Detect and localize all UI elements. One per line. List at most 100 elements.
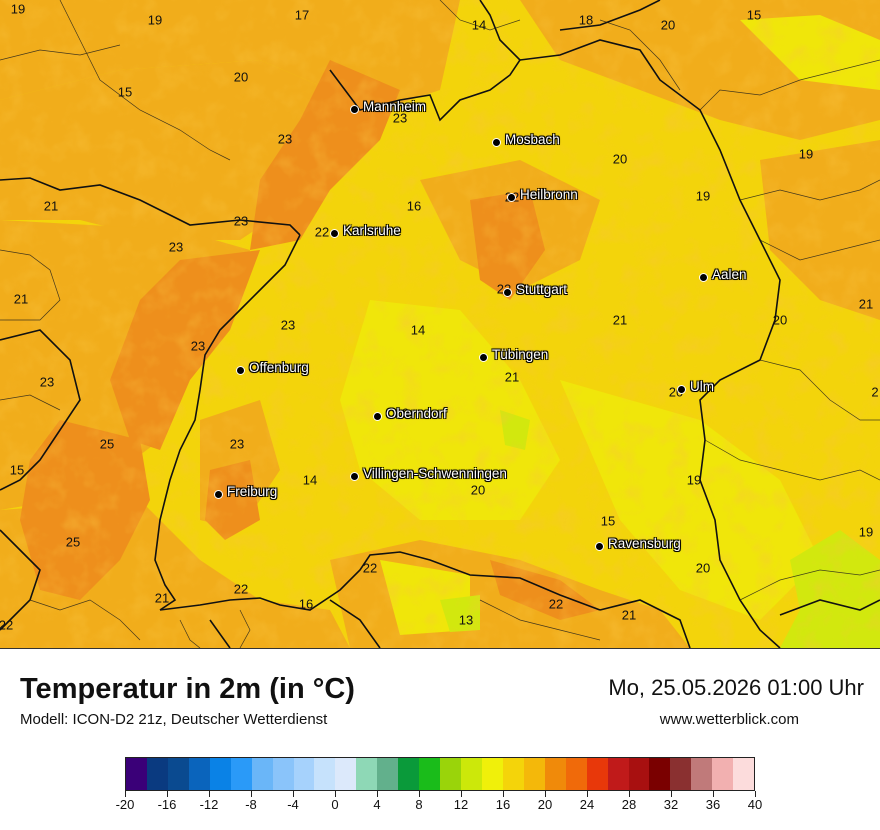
scale-tick-mark [671, 791, 672, 797]
temperature-value: 16 [406, 198, 422, 214]
temperature-value: 20 [660, 17, 676, 33]
color-scale-swatch [544, 758, 566, 790]
texture-overlay [0, 0, 880, 648]
temperature-value: 20 [233, 69, 249, 85]
temperature-value: 17 [294, 7, 310, 23]
city-label: Stuttgart [516, 282, 568, 297]
temperature-value: 20 [772, 312, 788, 328]
temperature-value: 22 [548, 596, 564, 612]
temperature-value: 19 [798, 146, 814, 162]
scale-tick-mark [461, 791, 462, 797]
city-label: Ravensburg [608, 536, 681, 551]
scale-tick-mark [167, 791, 168, 797]
temperature-value: 19 [394, 405, 410, 421]
scale-tick-mark [251, 791, 252, 797]
temperature-value: 20 [695, 560, 711, 576]
scale-tick-label: 28 [621, 797, 637, 812]
scale-tick-label: 36 [705, 797, 721, 812]
color-scale-swatch [356, 758, 378, 790]
temperature-value: 23 [280, 317, 296, 333]
city-label: Freiburg [227, 484, 278, 499]
temperature-value: 25 [99, 436, 115, 452]
color-scale-swatch [419, 758, 441, 790]
scale-tick-mark [377, 791, 378, 797]
scale-tick-label: -12 [199, 797, 219, 812]
forecast-datetime: Mo, 25.05.2026 01:00 Uhr [608, 675, 864, 700]
scale-tick-mark [335, 791, 336, 797]
temperature-value: 21 [612, 312, 628, 328]
temperature-value: 22 [0, 617, 14, 633]
scale-tick-label: 0 [331, 797, 339, 812]
city-dot-icon [214, 490, 223, 499]
temperature-value: 20 [470, 482, 486, 498]
city-dot-icon [330, 229, 339, 238]
city-label: Oberndorf [386, 406, 447, 421]
temperature-value: 19 [858, 524, 874, 540]
temperature-value: 14 [410, 322, 426, 338]
temperature-value: 14 [302, 472, 318, 488]
city-dot-icon [373, 412, 382, 421]
temperature-value: 21 [621, 607, 637, 623]
scale-tick-label: -16 [157, 797, 177, 812]
temperature-value: 23 [392, 110, 408, 126]
color-scale-swatch [167, 758, 189, 790]
scale-tick-label: 24 [579, 797, 595, 812]
city-label: Offenburg [249, 360, 309, 375]
city-label: Aalen [712, 267, 747, 282]
temperature-value: 23 [233, 213, 249, 229]
temperature-value: 22 [314, 224, 330, 240]
scale-tick-label: -4 [287, 797, 299, 812]
color-scale-swatch [209, 758, 231, 790]
website-link[interactable]: www.wetterblick.com [659, 711, 799, 728]
temperature-value: 23 [39, 374, 55, 390]
scale-tick-mark [293, 791, 294, 797]
color-scale-swatch [126, 758, 147, 790]
temperature-value: 25 [65, 534, 81, 550]
scale-tick-mark [503, 791, 504, 797]
temperature-value: 15 [600, 513, 616, 529]
city-dot-icon [699, 273, 708, 282]
color-scale-swatch [628, 758, 650, 790]
color-scale-ticks: -20 -16 -12 -8 -4 0 4 8 12 16 20 24 28 32 36 40 [116, 791, 762, 821]
scale-tick-mark [125, 791, 126, 797]
scale-tick-label: 32 [663, 797, 679, 812]
color-scale-swatch [146, 758, 168, 790]
scale-tick-label: -20 [115, 797, 135, 812]
color-scale-swatch [314, 758, 336, 790]
city-dot-icon [507, 193, 516, 202]
temperature-value: 23 [168, 239, 184, 255]
color-scale-legend [125, 757, 755, 791]
scale-tick-mark [419, 791, 420, 797]
scale-tick-mark [629, 791, 630, 797]
scale-tick-mark [755, 791, 756, 797]
city-dot-icon [677, 385, 686, 394]
scale-tick-label: -8 [245, 797, 257, 812]
color-scale-swatch [649, 758, 671, 790]
city-label: Mosbach [505, 132, 560, 147]
city-label: Heilbronn [520, 187, 578, 202]
city-dot-icon [350, 472, 359, 481]
color-scale-swatch [230, 758, 252, 790]
map-title: Temperatur in 2m (in °C) [20, 673, 355, 705]
temperature-value: 16 [298, 596, 314, 612]
temperature-value: 23 [229, 436, 245, 452]
city-dot-icon [595, 542, 604, 551]
color-scale-swatch [398, 758, 420, 790]
color-scale-swatch [377, 758, 399, 790]
temperature-value: 13 [458, 612, 474, 628]
temperature-value: 23 [190, 338, 206, 354]
color-scale-swatch [188, 758, 210, 790]
city-dot-icon [350, 105, 359, 114]
temperature-value: 21 [43, 198, 59, 214]
scale-tick-mark [209, 791, 210, 797]
color-scale-swatch [502, 758, 524, 790]
temperature-value: 23 [277, 131, 293, 147]
map-canvas [0, 0, 880, 648]
scale-tick-label: 40 [747, 797, 763, 812]
temperature-value: 21 [504, 369, 520, 385]
color-scale-swatch [481, 758, 503, 790]
scale-tick-mark [713, 791, 714, 797]
city-label: Villingen-Schwenningen [363, 466, 507, 481]
color-scale-swatch [440, 758, 461, 790]
color-scale-swatch [691, 758, 713, 790]
